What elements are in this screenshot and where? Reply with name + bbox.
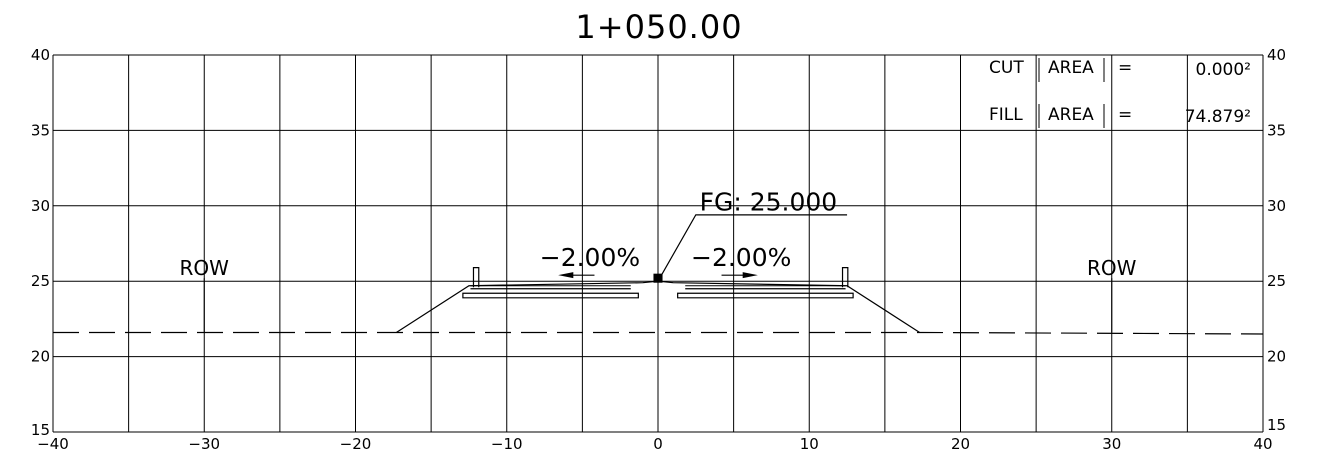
y-tick-label-left: 25 xyxy=(31,272,50,290)
row-marker-label: ROW xyxy=(180,256,230,280)
x-tick-label: 30 xyxy=(1102,435,1121,453)
cut-area-word: AREA xyxy=(1048,58,1094,78)
y-tick-label-right: 15 xyxy=(1267,416,1286,434)
slope-label: −2.00% xyxy=(540,243,640,272)
fill-area-value: 74.879² xyxy=(1185,107,1251,127)
row-markers: ROW ROW xyxy=(180,256,1137,333)
x-tick-label: 20 xyxy=(951,435,970,453)
x-tick-label: −10 xyxy=(491,435,523,453)
curb-right xyxy=(841,267,849,288)
fg-callout: FG: 25.000 xyxy=(657,187,848,282)
fill-equals: = xyxy=(1118,105,1132,125)
y-tick-label-left: 35 xyxy=(31,121,50,139)
y-tick-label-left: 15 xyxy=(31,421,50,439)
base-layer-right xyxy=(677,292,854,299)
fg-label: FG: 25.000 xyxy=(700,187,838,216)
y-tick-label-right: 30 xyxy=(1267,197,1286,215)
curb-left xyxy=(472,267,480,288)
x-tick-label: −20 xyxy=(340,435,372,453)
y-tick-label-right: 25 xyxy=(1267,272,1286,290)
y-tick-label-left: 30 xyxy=(31,197,50,215)
y-tick-label-left: 40 xyxy=(31,46,50,64)
y-tick-label-left: 20 xyxy=(31,348,50,366)
median-marker xyxy=(653,273,663,283)
fill-label: FILL xyxy=(989,105,1023,125)
x-tick-label: 0 xyxy=(653,435,663,453)
cut-area-value: 0.000² xyxy=(1196,60,1251,80)
x-tick-label: 10 xyxy=(800,435,819,453)
slope-arrow-head xyxy=(742,272,758,279)
fill-area-word: AREA xyxy=(1048,105,1094,125)
slope-arrow-head xyxy=(558,272,574,279)
y-tick-label-right: 40 xyxy=(1267,46,1286,64)
station-title: 1+050.00 xyxy=(575,8,742,46)
row-marker-label: ROW xyxy=(1087,256,1137,280)
slope-labels: −2.00% −2.00% xyxy=(540,243,791,279)
y-tick-label-right: 20 xyxy=(1267,348,1286,366)
slope-label: −2.00% xyxy=(691,243,791,272)
x-tick-label: −40 xyxy=(37,435,69,453)
x-tick-label: −30 xyxy=(188,435,220,453)
fill-area-label: FILL AREA = 74.879² xyxy=(989,104,1251,128)
cut-label: CUT xyxy=(989,58,1024,78)
cut-area-label: CUT AREA = 0.000² xyxy=(989,58,1251,82)
grid xyxy=(52,54,1264,433)
cut-equals: = xyxy=(1118,58,1132,78)
y-tick-label-right: 35 xyxy=(1267,121,1286,139)
base-layer-left xyxy=(462,292,639,299)
x-tick-label: 40 xyxy=(1253,435,1272,453)
fg-leader-line xyxy=(657,214,848,282)
